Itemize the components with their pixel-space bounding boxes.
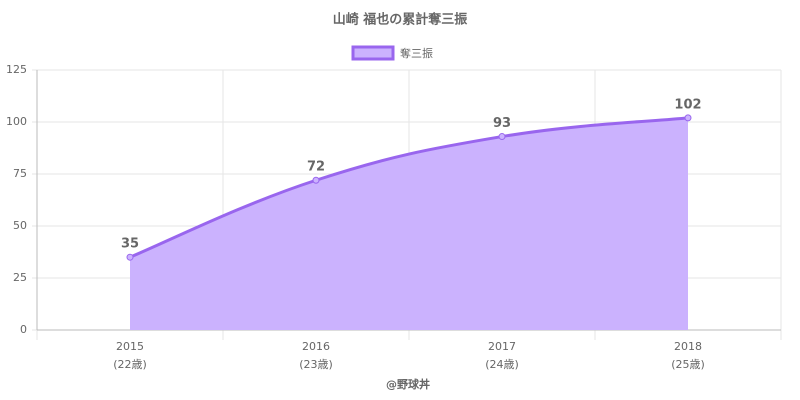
x-tick-sublabel: (25歳) [671,358,705,371]
chart-title: 山崎 福也の累計奪三振 [333,12,468,28]
y-tick-label: 0 [20,323,27,336]
x-tick-sublabel: (23歳) [299,358,333,371]
x-tick-label: 2015 [116,340,144,353]
area [130,117,688,330]
point [312,176,320,184]
y-tick-label: 50 [13,219,27,232]
line [129,116,689,259]
point [684,114,692,122]
data-label: 35 [121,237,139,252]
x-tick-label: 2017 [488,340,516,353]
x-tick-label: 2018 [674,340,702,353]
data-label: 93 [493,116,511,131]
y-tick-label: 125 [6,63,27,76]
x-axis-title: @野球丼 [386,377,430,391]
data-label: 102 [674,97,701,112]
y-tick-label: 25 [13,271,27,284]
y-tick-label: 100 [6,115,27,128]
x-tick-sublabel: (22歳) [113,358,147,371]
point [126,253,134,261]
legend-swatch [351,45,395,61]
x-tick-label: 2016 [302,340,330,353]
y-tick-label: 75 [13,167,27,180]
point [498,133,506,141]
legend-label: 奪三振 [400,46,433,60]
x-tick-sublabel: (24歳) [485,358,519,371]
data-label: 72 [307,160,325,175]
